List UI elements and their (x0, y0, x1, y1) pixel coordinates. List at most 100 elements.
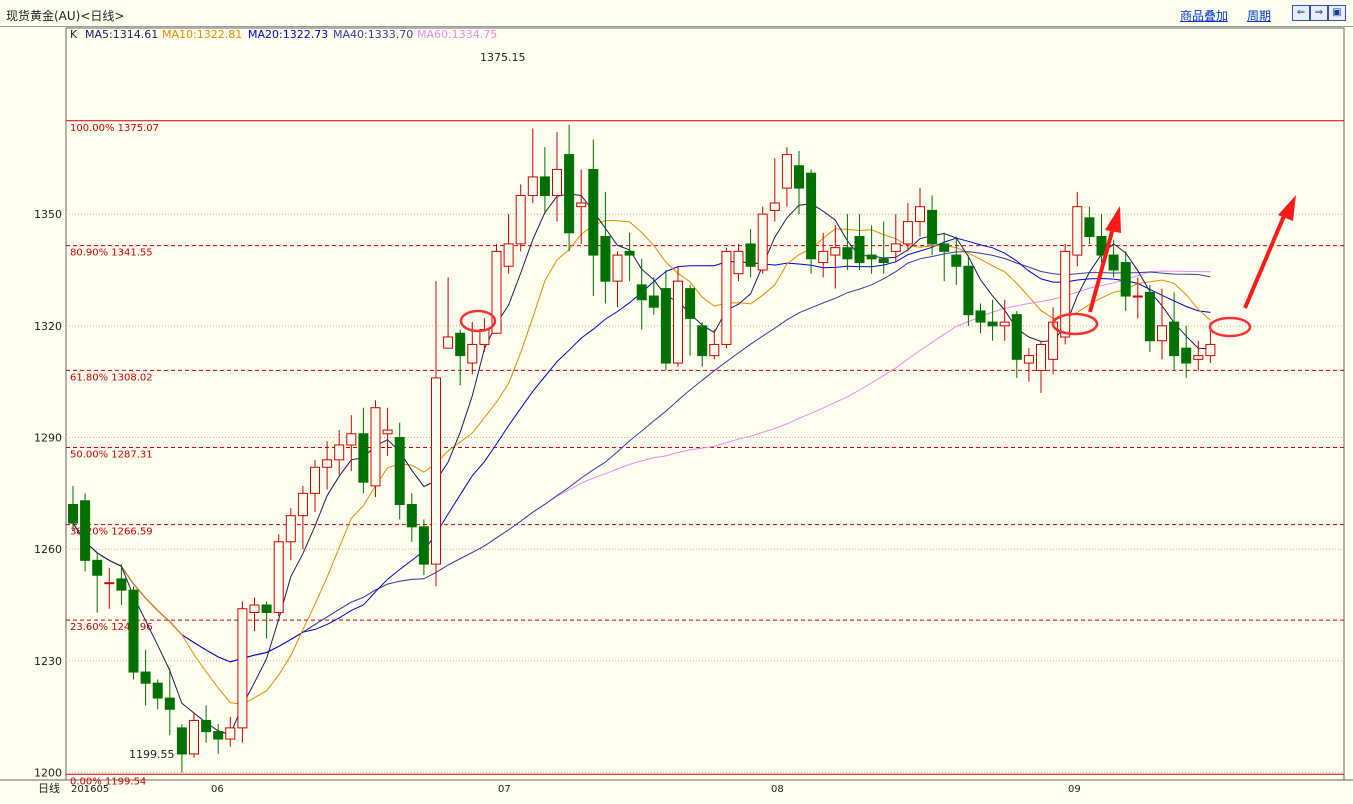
fib-level-label: 23.60% 1240.96 (70, 622, 153, 633)
title-bar: 现货黄金(AU)<日线> 商品叠加 周期 ⇐ ⇒ ▣ (0, 0, 1353, 27)
candle (1120, 251, 1131, 311)
candle (1096, 214, 1107, 263)
candle (721, 247, 732, 349)
candle (915, 188, 925, 237)
candle (1084, 206, 1095, 244)
overlay-button[interactable]: 商品叠加 (1180, 9, 1229, 23)
candle (648, 277, 659, 315)
candle-body (176, 727, 187, 755)
candle-body (467, 343, 478, 364)
candle (455, 329, 466, 386)
candle-body (830, 247, 841, 256)
candle (128, 586, 139, 680)
candle-body (225, 727, 236, 740)
candle (552, 132, 562, 222)
candle-body (963, 265, 974, 316)
candle-body (249, 604, 260, 613)
candle-body (104, 582, 115, 585)
candle-body (370, 407, 381, 487)
candle (140, 649, 151, 706)
candle (806, 169, 817, 274)
candle-body (394, 437, 405, 506)
candle (987, 299, 998, 341)
candle-body (406, 504, 417, 528)
candle-body (951, 254, 962, 267)
x-tick-label: 09 (1068, 784, 1081, 795)
candle (1157, 288, 1167, 360)
plot-frame (65, 27, 1345, 781)
candle (1169, 292, 1180, 371)
candle (116, 564, 127, 606)
legend-ma5: MA5:1314.61 (85, 28, 158, 41)
candle-body (757, 213, 768, 271)
candle (503, 214, 514, 274)
candle (769, 158, 780, 222)
candle (624, 232, 635, 282)
candle-body (285, 515, 296, 543)
candle-body (503, 243, 514, 267)
candle-body (128, 589, 139, 673)
candle-body (1036, 343, 1046, 371)
candle-body (310, 466, 320, 494)
candle-body (1108, 254, 1119, 271)
candle-body (709, 343, 720, 357)
candle (334, 430, 345, 475)
candle (890, 214, 901, 263)
candle-body (890, 243, 901, 252)
fib-level-label: 80.90% 1341.55 (70, 248, 153, 259)
candle (104, 567, 115, 609)
y-tick-label: 1260 (34, 543, 62, 556)
candle-body (1072, 206, 1083, 256)
candle (297, 485, 308, 550)
candle (249, 597, 260, 632)
arrow-line (1243, 215, 1286, 309)
candle (660, 269, 671, 371)
candle (261, 601, 272, 639)
candle (939, 232, 950, 282)
back-arrow-icon[interactable]: ⇐ (1292, 5, 1310, 21)
candle-body (92, 559, 103, 576)
candle (733, 243, 744, 282)
candle-body (987, 321, 998, 327)
candle (866, 225, 877, 274)
candle (951, 236, 962, 285)
candle-body (685, 288, 696, 319)
low-price-label: 1199.55 (129, 748, 175, 761)
zoom-icon[interactable]: ▣ (1328, 5, 1346, 21)
candle-body (1011, 314, 1022, 360)
candle (709, 329, 720, 360)
candle (1011, 310, 1022, 378)
candle-body (1084, 217, 1095, 237)
candle (152, 679, 163, 710)
candlesticks (68, 124, 1216, 773)
forward-arrow-icon[interactable]: ⇒ (1310, 5, 1328, 21)
period-button[interactable]: 周期 (1247, 9, 1272, 23)
candle (358, 407, 369, 494)
candle-body (346, 433, 357, 446)
candle-body (660, 288, 671, 364)
candle (1132, 277, 1143, 319)
candle (515, 184, 526, 252)
candle-body (576, 202, 587, 208)
candle-body (939, 243, 950, 252)
candle-body (927, 209, 938, 245)
circle-marker (1208, 316, 1252, 338)
candle (394, 422, 405, 520)
candle (612, 251, 623, 308)
candle (491, 243, 502, 334)
candle-body (1023, 355, 1034, 364)
candle (406, 493, 417, 542)
y-tick-label: 1200 (34, 767, 62, 780)
candle (745, 229, 756, 278)
candle (225, 716, 236, 747)
candle (479, 318, 490, 352)
candle (1193, 340, 1204, 371)
candle-body (68, 504, 78, 524)
high-price-label: 1375.15 (480, 51, 526, 64)
candle-body (854, 235, 865, 264)
x-tick-label: 08 (771, 784, 784, 795)
legend-ma60: MA60:1334.75 (417, 28, 497, 41)
candle-body (1181, 347, 1192, 364)
candle-body (334, 444, 345, 461)
